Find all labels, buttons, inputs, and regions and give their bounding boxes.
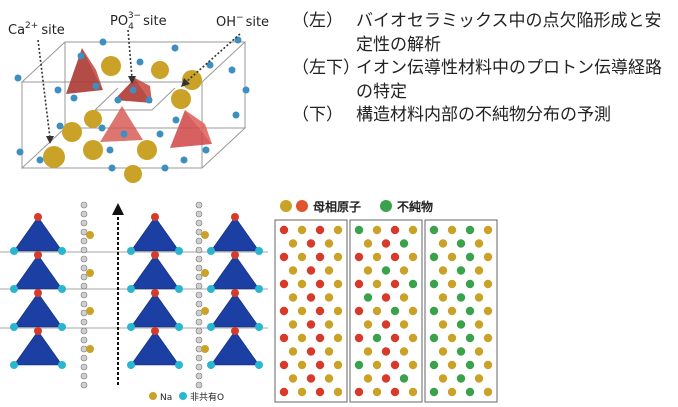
apatite-structure-figure: Ca2+ site PO43− site OH− site (0, 0, 285, 190)
legend-na: Na (160, 393, 172, 403)
proton-conduction-svg: Na 非共有O (0, 201, 268, 403)
bottom-right-legend: 母相原子 不純物 (280, 199, 433, 214)
conduction-path-arrow (112, 203, 124, 385)
caption-text: イオン伝導性材料中のプロトン伝導経路の特定 (356, 58, 662, 102)
ca-atoms (43, 56, 202, 183)
blue-tetrahedra (10, 201, 263, 389)
o-atoms (14, 36, 250, 172)
ca-site-label: Ca2+ site (8, 21, 65, 38)
legend-matrix: 母相原子 (313, 199, 361, 214)
caption-bottom: （下） 構造材料内部の不純物分布の予測 (292, 104, 678, 128)
slab-atoms (279, 225, 493, 397)
apatite-structure-svg: Ca2+ site PO43− site OH− site (8, 11, 269, 183)
caption-text: バイオセラミックス中の点欠陥形成と安定性の解析 (356, 11, 662, 55)
caption-text: 構造材料内部の不純物分布の予測 (356, 105, 611, 125)
caption-lower-left: （左下） イオン伝導性材料中のプロトン伝導経路の特定 (292, 57, 678, 104)
caption-tag: （左） (292, 11, 343, 31)
oh-site-label: OH− site (216, 13, 269, 30)
caption-list: （左） バイオセラミックス中の点欠陥形成と安定性の解析 （左下） イオン伝導性材… (292, 10, 678, 128)
impurity-distribution-figure: 母相原子 不純物 (272, 192, 678, 403)
legend-impurity: 不純物 (397, 199, 433, 214)
impurity-distribution-svg: 母相原子 不純物 (274, 199, 498, 403)
legend-o: 非共有O (190, 391, 224, 403)
pointer-arrows (37, 29, 241, 139)
po4-site-label: PO43− site (110, 11, 167, 32)
slab-frames (274, 219, 498, 403)
arrow-heads (46, 76, 190, 144)
caption-tag: （下） (292, 105, 343, 125)
proton-conduction-figure: Na 非共有O (0, 195, 268, 403)
caption-left: （左） バイオセラミックス中の点欠陥形成と安定性の解析 (292, 10, 678, 57)
caption-tag: （左下） (292, 58, 360, 78)
bottom-left-legend: Na 非共有O (149, 391, 224, 403)
